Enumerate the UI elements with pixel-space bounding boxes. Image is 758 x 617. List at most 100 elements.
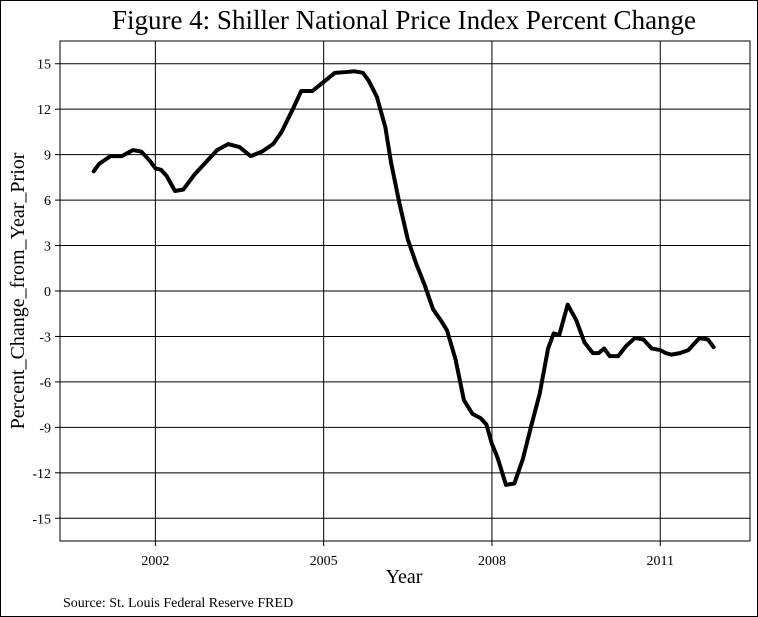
data-point: [159, 168, 163, 172]
data-point: [698, 336, 702, 340]
y-tick-label: 0: [44, 285, 51, 300]
data-point: [238, 145, 242, 149]
data-point: [439, 319, 443, 323]
data-point: [165, 174, 169, 178]
data-point: [521, 457, 525, 461]
x-tick-label: 2011: [647, 554, 674, 569]
x-tick-label: 2002: [141, 554, 169, 569]
data-point: [92, 169, 96, 173]
data-point: [181, 187, 185, 191]
data-point: [529, 424, 533, 428]
data-point: [97, 162, 101, 166]
data-point: [271, 142, 275, 146]
data-point: [322, 80, 326, 84]
data-points: [92, 69, 716, 487]
data-point: [280, 130, 284, 134]
data-point: [204, 160, 208, 164]
data-point: [597, 351, 601, 355]
data-point: [574, 318, 578, 322]
series-line: [91, 69, 716, 487]
y-axis-ticks: 15 12 9 6 3 0 -3 -6 -9 -12 -15: [32, 58, 60, 527]
y-tick-label: 15: [37, 58, 51, 73]
data-point: [361, 71, 365, 75]
grid: [60, 41, 750, 541]
y-axis-label: Percent_Change_from_Year_Prior: [7, 152, 29, 429]
data-point: [139, 150, 143, 154]
x-tick-label: 2005: [310, 554, 338, 569]
source-note: Source: St. Louis Federal Reserve FRED: [63, 596, 293, 611]
data-point: [260, 150, 264, 154]
data-point: [406, 237, 410, 241]
data-point: [249, 154, 253, 158]
data-point: [641, 337, 645, 341]
data-point: [633, 336, 637, 340]
data-point: [431, 307, 435, 311]
data-point: [445, 328, 449, 332]
data-point: [625, 344, 629, 348]
data-point: [453, 357, 457, 361]
data-point: [686, 348, 690, 352]
x-tick-label: 2008: [478, 554, 506, 569]
data-point: [602, 347, 606, 351]
data-point: [310, 89, 314, 93]
y-tick-label: 3: [44, 240, 51, 255]
data-point: [566, 303, 570, 307]
data-point: [131, 148, 135, 152]
data-point: [389, 160, 393, 164]
data-point: [120, 154, 124, 158]
data-point: [153, 166, 157, 170]
data-point: [299, 89, 303, 93]
data-point: [375, 95, 379, 99]
x-axis-ticks: 2002 2005 2008 2011: [141, 541, 674, 569]
data-point: [591, 351, 595, 355]
x-axis-label: Year: [386, 566, 423, 588]
data-point: [148, 159, 152, 163]
data-point: [546, 347, 550, 351]
data-point: [470, 412, 474, 416]
y-tick-label: -12: [32, 467, 51, 482]
data-point: [367, 78, 371, 82]
chart-title: Figure 4: Shiller National Price Index P…: [112, 5, 696, 35]
data-point: [496, 456, 500, 460]
data-point: [538, 392, 542, 396]
data-point: [353, 69, 357, 73]
data-point: [669, 353, 673, 357]
data-point: [226, 142, 230, 146]
data-point: [484, 422, 488, 426]
data-point: [333, 71, 337, 75]
data-point: [706, 337, 710, 341]
y-tick-label: -15: [32, 512, 51, 527]
data-point: [462, 398, 466, 402]
data-point: [504, 483, 508, 487]
data-point: [616, 354, 620, 358]
data-point: [557, 333, 561, 337]
data-point: [658, 348, 662, 352]
data-point: [215, 148, 219, 152]
y-tick-label: 6: [44, 194, 51, 209]
y-tick-label: -6: [39, 376, 51, 391]
y-tick-label: 12: [37, 103, 51, 118]
y-tick-label: 9: [44, 149, 51, 164]
data-point: [108, 154, 112, 158]
data-point: [423, 283, 427, 287]
data-point: [490, 442, 494, 446]
y-tick-label: -9: [39, 421, 51, 436]
data-point: [650, 347, 654, 351]
data-point: [414, 262, 418, 266]
data-point: [479, 416, 483, 420]
data-point: [344, 70, 348, 74]
data-point: [678, 351, 682, 355]
data-point: [664, 351, 668, 355]
data-point: [608, 354, 612, 358]
data-point: [712, 345, 716, 349]
data-point: [291, 107, 295, 111]
data-point: [583, 341, 587, 345]
data-point: [383, 125, 387, 129]
data-point: [692, 342, 696, 346]
data-point: [552, 331, 556, 335]
data-point: [173, 189, 177, 193]
data-point: [397, 201, 401, 205]
y-tick-label: -3: [39, 330, 51, 345]
data-point: [512, 481, 516, 485]
